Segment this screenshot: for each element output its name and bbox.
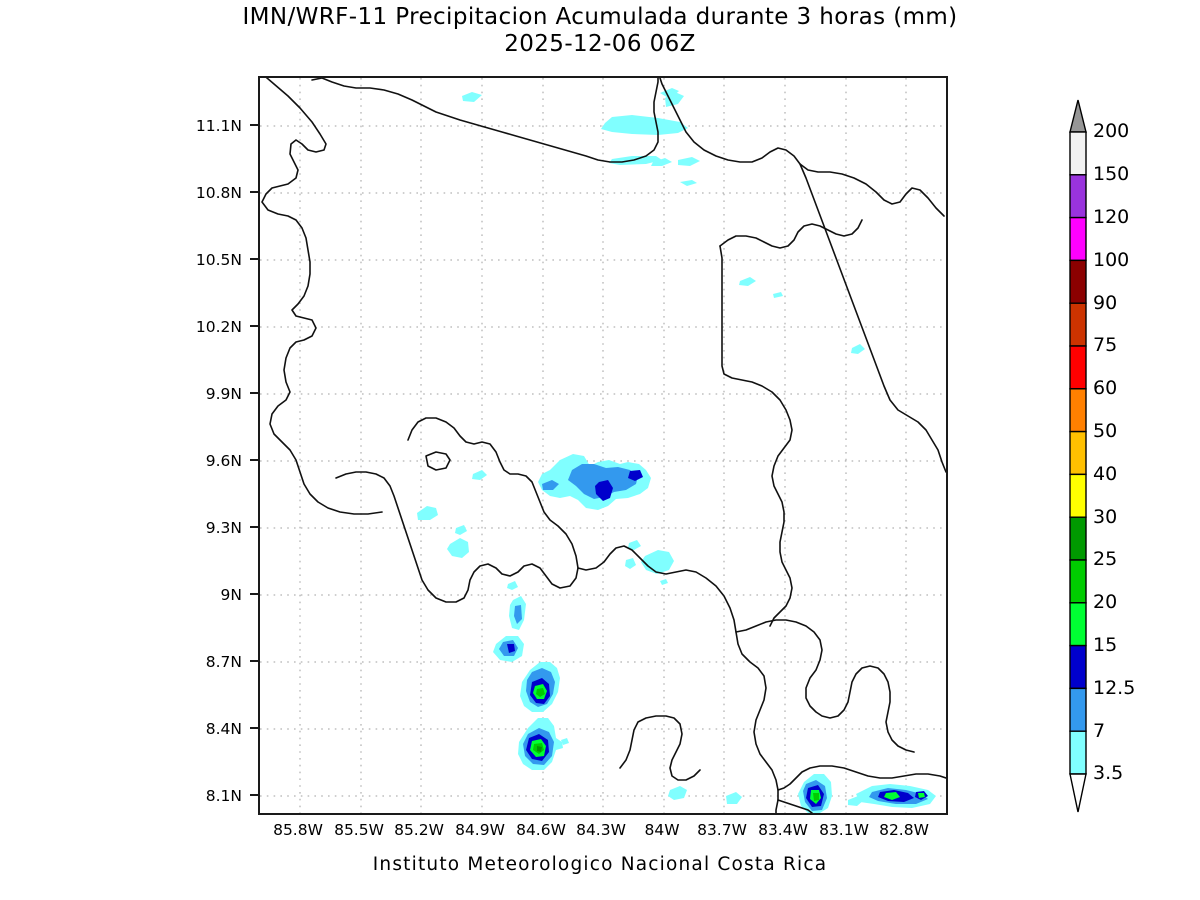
y-tickmark <box>250 191 259 193</box>
x-axis-label-4: 84.6W <box>516 821 566 839</box>
colorbar-label-150: 150 <box>1093 163 1130 185</box>
colorbar-label-40: 40 <box>1093 463 1118 485</box>
gridlines <box>260 78 946 813</box>
figure-subtitle: 2025-12-06 06Z <box>504 31 696 58</box>
colorbar-label-75: 75 <box>1093 334 1118 356</box>
x-axis-label-6: 84W <box>644 821 680 839</box>
figure-title: IMN/WRF-11 Precipitacion Acumulada duran… <box>242 4 958 30</box>
x-axis-label-9: 83.1W <box>819 821 869 839</box>
precip-core-valle-central <box>472 454 651 510</box>
y-axis-label-9: 8.4N <box>205 720 242 738</box>
y-tickmark <box>250 526 259 528</box>
precip-dots-caribbean <box>739 277 865 354</box>
x-axis-label-0: 85.8W <box>273 821 323 839</box>
colorbar-extend-top <box>1069 99 1087 133</box>
figure-caption: Instituto Meteorologico Nacional Costa R… <box>372 854 828 875</box>
colorbar-label-50: 50 <box>1093 420 1118 442</box>
y-tickmark <box>250 258 259 260</box>
colorbar-label-90: 90 <box>1093 292 1118 314</box>
colorbar-label-120: 120 <box>1093 206 1130 228</box>
colorbar-label-25: 25 <box>1093 548 1118 570</box>
y-tickmark <box>250 325 259 327</box>
x-axis-label-10: 82.8W <box>879 821 929 839</box>
colorbar-swatches <box>1069 99 1087 813</box>
y-axis-label-8: 8.7N <box>205 653 242 671</box>
y-tickmark <box>250 392 259 394</box>
x-axis-label-2: 85.2W <box>394 821 444 839</box>
y-axis-label-2: 10.5N <box>195 251 242 269</box>
y-tickmark <box>250 794 259 796</box>
precipitation-field <box>417 88 936 813</box>
x-axis-label-1: 85.5W <box>334 821 384 839</box>
y-axis-label-5: 9.6N <box>205 452 242 470</box>
coastline-overlay <box>261 78 946 813</box>
y-axis-label-6: 9.3N <box>205 519 242 537</box>
figure-title-block: IMN/WRF-11 Precipitacion Acumulada duran… <box>0 4 1200 58</box>
colorbar-extend-bottom <box>1069 773 1087 813</box>
y-axis-label-0: 11.1N <box>195 117 242 135</box>
colorbar-label-3p5: 3.5 <box>1093 762 1124 784</box>
y-tickmark <box>250 124 259 126</box>
map-plot-area[interactable] <box>258 76 948 815</box>
y-axis-label-1: 10.8N <box>195 184 242 202</box>
colorbar-label-100: 100 <box>1093 249 1130 271</box>
y-axis-label-7: 9N <box>220 586 242 604</box>
y-axis-label-3: 10.2N <box>195 318 242 336</box>
colorbar-label-15: 15 <box>1093 634 1118 656</box>
map-svg <box>260 78 946 813</box>
y-axis-label-10: 8.1N <box>205 787 242 805</box>
precip-pacifico-sur <box>493 581 569 770</box>
colorbar-label-12p5: 12.5 <box>1093 677 1136 699</box>
y-tickmark <box>250 727 259 729</box>
precip-band-north <box>462 88 700 186</box>
map-canvas <box>260 78 946 813</box>
y-axis-label-4: 9.9N <box>205 385 242 403</box>
colorbar-label-60: 60 <box>1093 377 1118 399</box>
y-tickmark <box>250 459 259 461</box>
precip-frontera-panama <box>668 774 936 813</box>
colorbar-label-20: 20 <box>1093 591 1118 613</box>
x-axis-label-3: 84.9W <box>455 821 505 839</box>
x-axis-label-7: 83.7W <box>697 821 747 839</box>
y-tickmark <box>250 593 259 595</box>
colorbar-label-30: 30 <box>1093 506 1118 528</box>
y-tickmark <box>250 660 259 662</box>
colorbar[interactable]: 200 150 120 100 90 75 60 50 40 30 25 20 … <box>1052 98 1200 814</box>
colorbar-label-7: 7 <box>1093 720 1106 742</box>
colorbar-label-200: 200 <box>1093 120 1130 142</box>
x-axis-label-8: 83.4W <box>758 821 808 839</box>
x-axis-label-5: 84.3W <box>576 821 626 839</box>
precip-pacifico-central <box>417 506 674 585</box>
